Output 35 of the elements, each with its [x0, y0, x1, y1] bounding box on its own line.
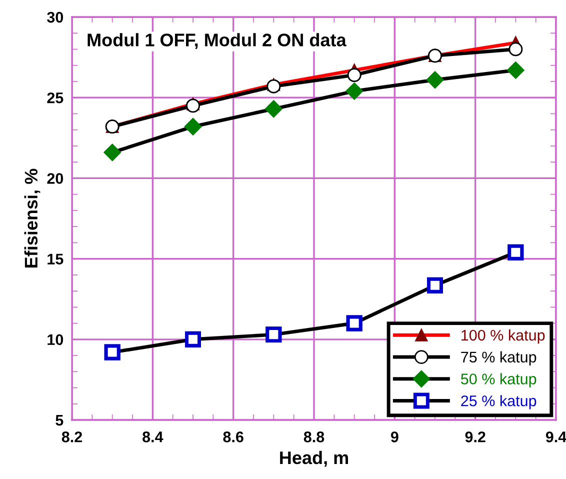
point	[266, 326, 282, 343]
y-tick-label: 5	[56, 415, 64, 426]
point	[104, 344, 120, 360]
y-tick-label: 10	[48, 334, 64, 346]
x-axis-title: Head, m	[280, 450, 348, 467]
y-tick-label: 30	[47, 12, 64, 23]
point	[265, 100, 282, 118]
point	[104, 144, 121, 161]
legend-label: 75 % katup	[461, 351, 536, 366]
point	[507, 62, 524, 79]
point	[347, 68, 362, 82]
point	[427, 277, 443, 294]
text: Modul 1 OFF, Modul 2 ON data	[88, 33, 346, 49]
point	[346, 315, 362, 332]
point	[346, 82, 363, 100]
legend-label: 25 % katup	[461, 395, 536, 410]
x-tick-label: 8.4	[142, 432, 164, 442]
point	[508, 42, 523, 56]
point	[426, 71, 444, 88]
x-tick-label: 8.8	[304, 432, 324, 442]
y-axis-title: Efisiensi, %	[24, 168, 40, 268]
x-tick-label: 9.2	[465, 432, 486, 442]
x-tick-label: 9	[390, 432, 398, 442]
point	[508, 244, 524, 260]
legend-label: 50 % katup	[460, 373, 536, 388]
point	[185, 331, 201, 348]
x-tick-label: 8.2	[62, 432, 82, 442]
x-tick-label: 8.6	[223, 432, 244, 442]
legend-label: 100 % katup	[462, 329, 545, 344]
y-tick-label: 25	[47, 92, 64, 104]
y-tick-label: 20	[47, 173, 64, 184]
y-tick-label: 15	[48, 254, 64, 264]
point	[184, 118, 202, 136]
point	[186, 98, 200, 113]
point	[266, 79, 281, 94]
